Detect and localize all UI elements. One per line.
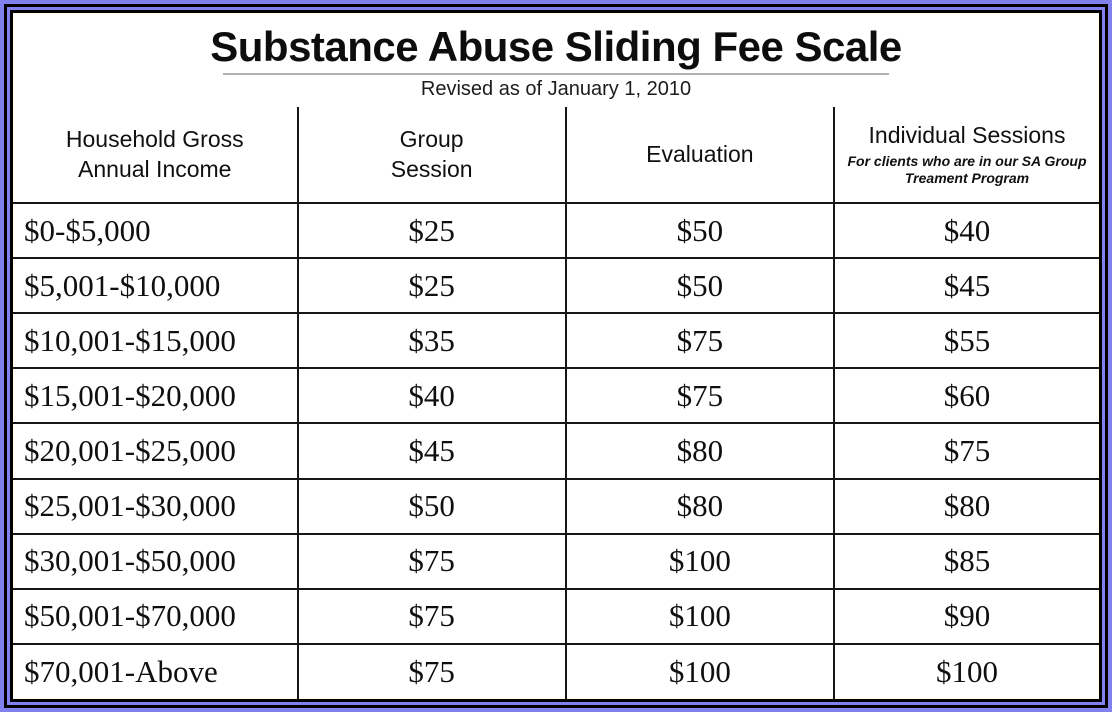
group-session-fee-cell: $25 <box>296 201 567 260</box>
header-row: Household Gross Annual Income Group Sess… <box>13 107 1099 204</box>
individual-session-fee-cell: $75 <box>833 422 1099 480</box>
group-session-fee-cell: $75 <box>296 587 567 645</box>
table-row: $70,001-Above $75 $100 $100 <box>13 642 1099 699</box>
column-header-evaluation: Evaluation <box>564 107 836 204</box>
title-block: Substance Abuse Sliding Fee Scale Revise… <box>13 13 1099 107</box>
evaluation-fee-cell: $80 <box>564 422 836 480</box>
group-session-fee-cell: $35 <box>296 312 567 370</box>
income-range-cell: $30,001-$50,000 <box>13 532 299 590</box>
column-label-income: Household Gross Annual Income <box>65 125 244 182</box>
decorative-frame-outer: Substance Abuse Sliding Fee Scale Revise… <box>4 4 1108 708</box>
evaluation-fee-cell: $75 <box>564 367 836 425</box>
table-row: $30,001-$50,000 $75 $100 $85 <box>13 532 1099 590</box>
column-note-individual-sessions: For clients who are in our SA Group Trea… <box>847 152 1087 187</box>
column-header-income: Household Gross Annual Income <box>13 107 299 204</box>
evaluation-fee-cell: $50 <box>564 201 836 260</box>
individual-session-fee-cell: $55 <box>833 312 1099 370</box>
income-range-cell: $70,001-Above <box>13 642 299 699</box>
income-range-cell: $5,001-$10,000 <box>13 257 299 315</box>
group-session-fee-cell: $25 <box>296 257 567 315</box>
column-label-individual-sessions: Individual Sessions <box>868 122 1066 149</box>
group-session-fee-cell: $75 <box>296 532 567 590</box>
group-session-fee-cell: $75 <box>296 642 567 699</box>
column-header-group-session: Group Session <box>296 107 567 204</box>
document-sheet: Substance Abuse Sliding Fee Scale Revise… <box>10 10 1102 702</box>
income-range-cell: $0-$5,000 <box>13 201 299 260</box>
table-row: $20,001-$25,000 $45 $80 $75 <box>13 422 1099 480</box>
table-row: $25,001-$30,000 $50 $80 $80 <box>13 477 1099 535</box>
sliding-fee-scale-table: Household Gross Annual Income Group Sess… <box>13 107 1099 699</box>
table-row: $50,001-$70,000 $75 $100 $90 <box>13 587 1099 645</box>
evaluation-fee-cell: $100 <box>564 532 836 590</box>
individual-session-fee-cell: $100 <box>833 642 1099 699</box>
table-row: $5,001-$10,000 $25 $50 $45 <box>13 257 1099 315</box>
evaluation-fee-cell: $80 <box>564 477 836 535</box>
group-session-fee-cell: $45 <box>296 422 567 480</box>
fee-table-body: $0-$5,000 $25 $50 $40 $5,001-$10,000 $25 $50 $4… <box>13 201 1099 699</box>
individual-session-fee-cell: $60 <box>833 367 1099 425</box>
evaluation-fee-cell: $100 <box>564 587 836 645</box>
income-range-cell: $15,001-$20,000 <box>13 367 299 425</box>
evaluation-fee-cell: $50 <box>564 257 836 315</box>
individual-session-fee-cell: $45 <box>833 257 1099 315</box>
evaluation-fee-cell: $75 <box>564 312 836 370</box>
group-session-fee-cell: $40 <box>296 367 567 425</box>
page-title: Substance Abuse Sliding Fee Scale <box>210 22 902 70</box>
individual-session-fee-cell: $85 <box>833 532 1099 590</box>
fee-table-header: Household Gross Annual Income Group Sess… <box>13 107 1099 204</box>
individual-session-fee-cell: $80 <box>833 477 1099 535</box>
group-session-fee-cell: $50 <box>296 477 567 535</box>
revision-note: Revised as of January 1, 2010 <box>420 78 692 101</box>
income-range-cell: $20,001-$25,000 <box>13 422 299 480</box>
column-label-evaluation: Evaluation <box>646 140 754 167</box>
table-row: $0-$5,000 $25 $50 $40 <box>13 201 1099 260</box>
column-header-individual-sessions: Individual Sessions For clients who are … <box>833 107 1099 204</box>
income-range-cell: $50,001-$70,000 <box>13 587 299 645</box>
evaluation-fee-cell: $100 <box>564 642 836 699</box>
table-row: $10,001-$15,000 $35 $75 $55 <box>13 312 1099 370</box>
individual-session-fee-cell: $90 <box>833 587 1099 645</box>
income-range-cell: $10,001-$15,000 <box>13 312 299 370</box>
individual-session-fee-cell: $40 <box>833 201 1099 260</box>
title-underline-rule <box>223 73 889 76</box>
column-label-group-session: Group Session <box>390 125 473 182</box>
table-row: $15,001-$20,000 $40 $75 $60 <box>13 367 1099 425</box>
income-range-cell: $25,001-$30,000 <box>13 477 299 535</box>
